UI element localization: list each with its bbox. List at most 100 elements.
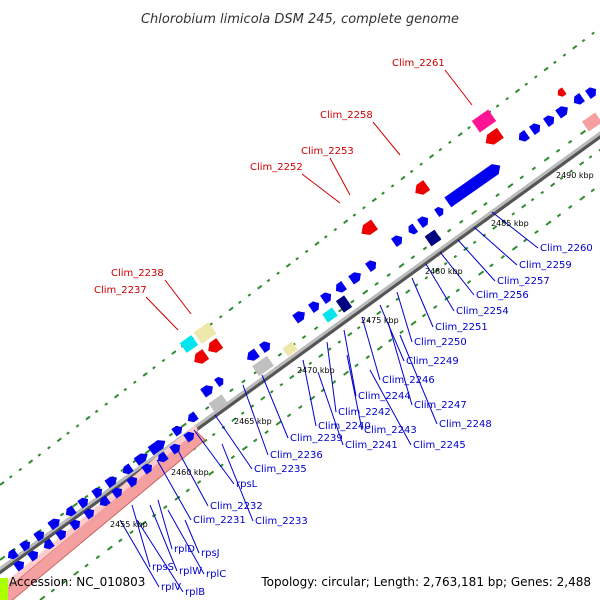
forward-gene-arrow[interactable] bbox=[516, 130, 530, 144]
forward-gene-arrow[interactable] bbox=[348, 269, 364, 285]
forward-gene-arrow[interactable] bbox=[555, 103, 571, 119]
gene-label-forward[interactable]: Clim_2256 bbox=[476, 290, 529, 301]
forward-gene-arrow[interactable] bbox=[69, 517, 82, 531]
forward-gene-arrow[interactable] bbox=[365, 258, 379, 272]
forward-gene-arrow[interactable] bbox=[97, 495, 111, 508]
gene-label-forward[interactable]: Clim_2244 bbox=[358, 391, 411, 402]
forward-gene-arrow[interactable] bbox=[19, 538, 32, 552]
forward-gene-arrow[interactable] bbox=[47, 516, 63, 531]
gene-label-forward[interactable]: Clim_2233 bbox=[255, 516, 308, 527]
forward-gene-arrow[interactable] bbox=[391, 233, 405, 247]
gene-label-forward[interactable]: Clim_2249 bbox=[406, 356, 459, 367]
gene-label-forward[interactable]: Clim_2245 bbox=[413, 440, 466, 451]
forward-gene-arrow[interactable] bbox=[406, 223, 419, 237]
forward-gene-arrow[interactable] bbox=[55, 527, 68, 541]
reverse-gene-arrow[interactable] bbox=[205, 338, 224, 356]
gene-label-forward[interactable]: Clim_2243 bbox=[364, 425, 417, 436]
forward-gene-arrow[interactable] bbox=[91, 485, 104, 499]
feature-grey[interactable] bbox=[252, 355, 274, 377]
gene-label-forward[interactable]: Clim_2235 bbox=[254, 464, 307, 475]
forward-gene-arrow[interactable] bbox=[33, 528, 46, 542]
gene-label-reverse[interactable]: Clim_2252 bbox=[250, 162, 303, 173]
gene-label-forward[interactable]: rpsL bbox=[236, 479, 258, 490]
gene-label-forward[interactable]: rplC bbox=[206, 569, 226, 580]
reverse-gene-arrow[interactable] bbox=[555, 87, 567, 98]
reverse-gene-arrow[interactable] bbox=[191, 349, 210, 367]
gene-label-reverse[interactable]: Clim_2237 bbox=[94, 285, 147, 296]
forward-gene-arrow[interactable] bbox=[529, 121, 543, 135]
gene-label-reverse[interactable]: Clim_2238 bbox=[111, 268, 164, 279]
forward-gene-arrow[interactable] bbox=[214, 375, 226, 387]
gene-label-forward[interactable]: Clim_2246 bbox=[382, 375, 435, 386]
forward-gene-arrow[interactable] bbox=[333, 281, 347, 295]
gene-label-forward[interactable]: Clim_2254 bbox=[456, 306, 509, 317]
forward-gene-arrow[interactable] bbox=[169, 441, 182, 455]
forward-gene-arrow[interactable] bbox=[434, 205, 446, 217]
gene-label-forward[interactable]: Clim_2260 bbox=[540, 243, 593, 254]
feature-yellow[interactable] bbox=[193, 322, 217, 344]
gene-label-forward[interactable]: Clim_2241 bbox=[345, 440, 398, 451]
gene-label-forward[interactable]: rplD bbox=[174, 544, 195, 555]
feature-cyan-2[interactable] bbox=[322, 307, 338, 323]
feature-yellow-2[interactable] bbox=[282, 341, 298, 357]
forward-gene-arrow[interactable] bbox=[147, 437, 168, 456]
gene-label-reverse[interactable]: Clim_2258 bbox=[320, 110, 373, 121]
gene-label-forward[interactable]: Clim_2231 bbox=[193, 515, 246, 526]
gene-label-reverse[interactable]: Clim_2253 bbox=[301, 146, 354, 157]
gene-label-forward[interactable]: rpsS bbox=[152, 562, 174, 573]
forward-gene-arrow[interactable] bbox=[63, 505, 77, 518]
forward-gene-arrow[interactable] bbox=[41, 538, 55, 551]
gene-label-forward[interactable]: Clim_2250 bbox=[414, 337, 467, 348]
forward-gene-arrow[interactable] bbox=[120, 463, 134, 476]
feature-magenta[interactable] bbox=[471, 109, 497, 133]
gene-label-forward[interactable]: Clim_2257 bbox=[497, 276, 550, 287]
gene-label-forward[interactable]: Clim_2259 bbox=[519, 260, 572, 271]
forward-gene-arrow[interactable] bbox=[543, 113, 557, 127]
gene-label-forward[interactable]: Clim_2251 bbox=[435, 322, 488, 333]
gene-label-forward[interactable]: rplW bbox=[179, 566, 202, 577]
gene-label-forward[interactable]: rplB bbox=[185, 587, 205, 598]
reverse-gene-arrow[interactable] bbox=[412, 180, 431, 198]
gene-label-forward[interactable]: Clim_2232 bbox=[210, 501, 263, 512]
forward-gene-arrow[interactable] bbox=[77, 495, 90, 509]
gene-label-forward[interactable]: Clim_2242 bbox=[338, 407, 391, 418]
forward-gene-arrow[interactable] bbox=[185, 411, 199, 424]
forward-gene-arrow[interactable] bbox=[292, 308, 308, 324]
forward-gene-arrow[interactable] bbox=[141, 461, 154, 475]
forward-gene-arrow[interactable] bbox=[320, 290, 334, 304]
forward-gene-arrow[interactable] bbox=[183, 429, 196, 443]
reverse-gene-arrow[interactable] bbox=[358, 219, 378, 238]
gene-label-reverse[interactable]: Clim_2261 bbox=[392, 58, 445, 69]
forward-gene-arrow[interactable] bbox=[83, 506, 96, 520]
forward-gene-arrow[interactable] bbox=[13, 558, 26, 572]
gene-label-forward[interactable]: Clim_2240 bbox=[318, 421, 371, 432]
feature-lime[interactable] bbox=[0, 578, 8, 600]
forward-gene-arrow[interactable] bbox=[111, 485, 124, 499]
gene-label-forward[interactable]: Clim_2239 bbox=[290, 433, 343, 444]
forward-gene-arrow[interactable] bbox=[155, 451, 169, 464]
forward-gene-arrow[interactable] bbox=[585, 85, 599, 99]
forward-gene-arrow[interactable] bbox=[571, 93, 585, 107]
forward-gene-arrow[interactable] bbox=[308, 299, 322, 313]
feature-cyan[interactable] bbox=[179, 335, 199, 353]
feature-pink[interactable] bbox=[582, 112, 600, 132]
forward-gene-arrow[interactable] bbox=[200, 382, 216, 398]
feature-grey-2[interactable] bbox=[208, 394, 228, 412]
forward-gene-arrow[interactable] bbox=[417, 214, 431, 228]
forward-gene-arrow[interactable] bbox=[244, 348, 260, 363]
forward-gene-arrow[interactable] bbox=[171, 423, 184, 437]
gene-label-forward[interactable]: Clim_2247 bbox=[414, 400, 467, 411]
gene-label-forward[interactable]: rplV bbox=[161, 582, 181, 593]
gene-label-forward[interactable]: rpsJ bbox=[201, 548, 220, 559]
forward-gene-arrow[interactable] bbox=[133, 450, 151, 466]
forward-gene-arrow[interactable] bbox=[259, 339, 273, 353]
gene-label-forward[interactable]: Clim_2236 bbox=[270, 450, 323, 461]
feature-navy[interactable] bbox=[424, 229, 442, 247]
gene-label-forward[interactable]: Clim_2248 bbox=[439, 419, 492, 430]
forward-gene-arrow[interactable] bbox=[444, 161, 503, 208]
forward-gene-arrow[interactable] bbox=[5, 548, 19, 561]
forward-gene-arrow[interactable] bbox=[27, 548, 40, 562]
forward-gene-arrow[interactable] bbox=[104, 474, 120, 489]
forward-gene-arrow[interactable] bbox=[126, 474, 139, 488]
feature-navy-2[interactable] bbox=[335, 295, 353, 313]
